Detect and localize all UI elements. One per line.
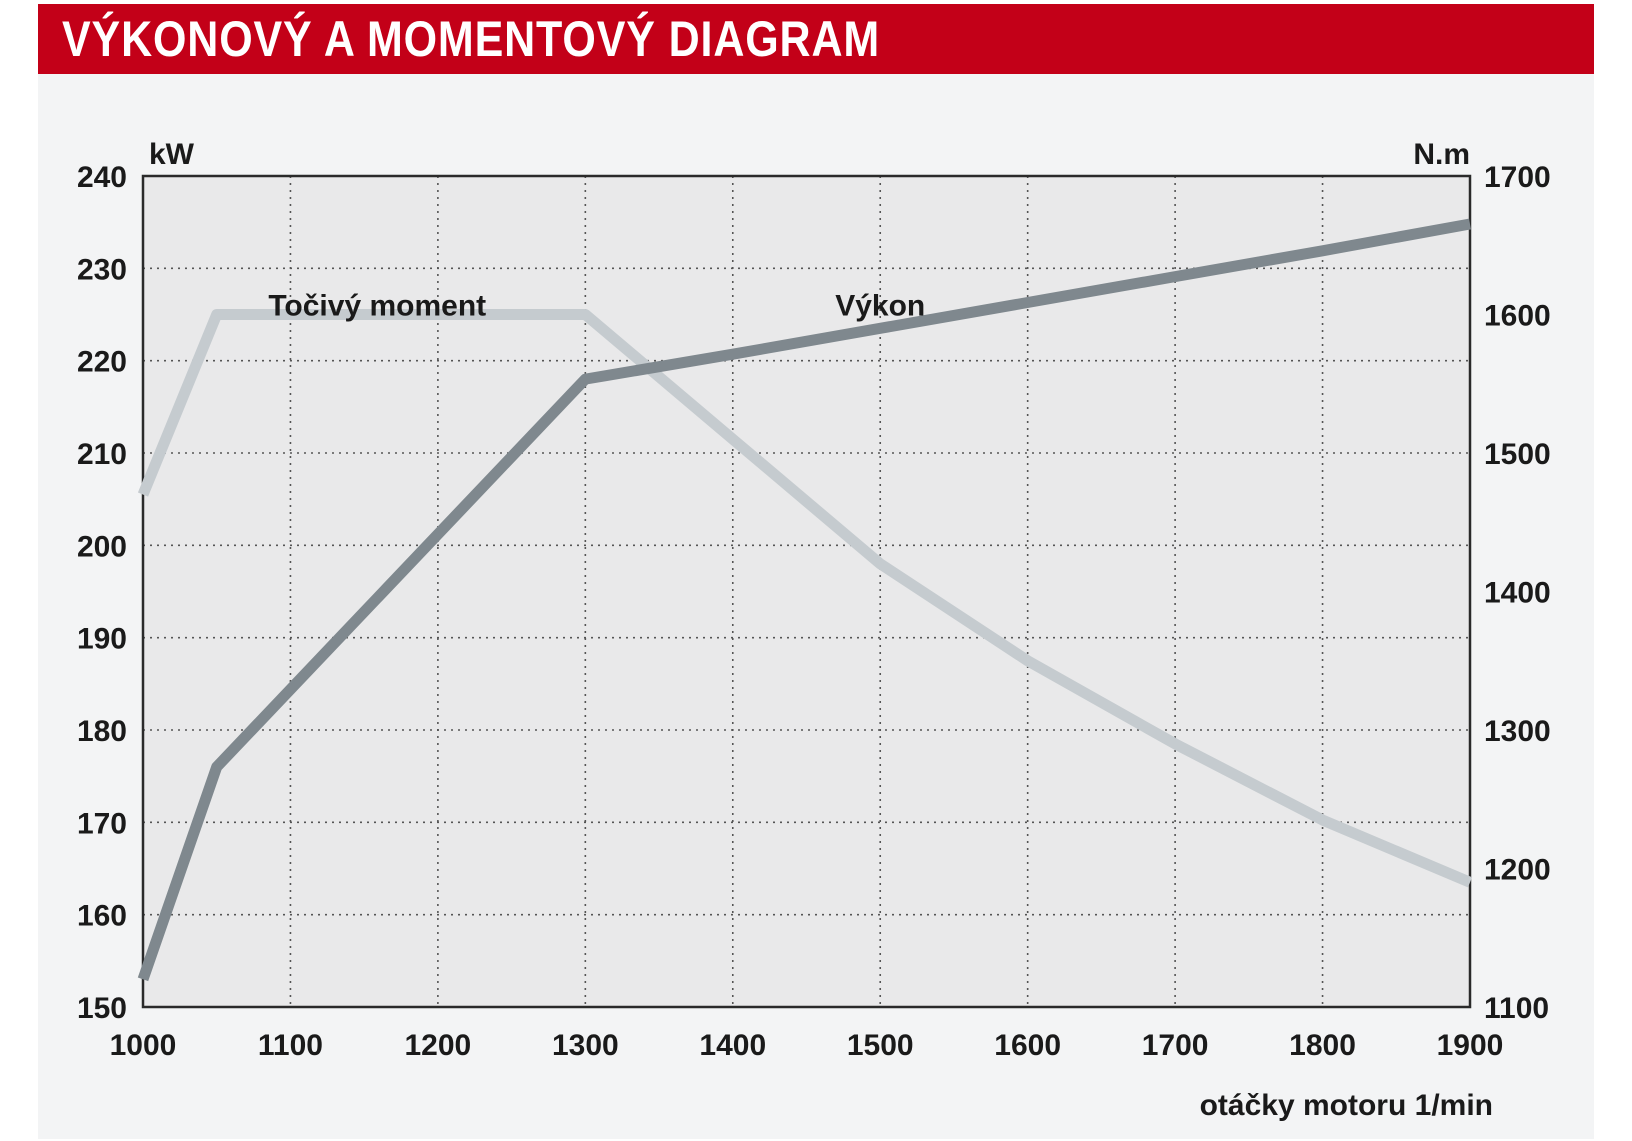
- y-right-tick-label: 1600: [1484, 300, 1551, 333]
- y-right-tick-label: 1100: [1484, 992, 1549, 1025]
- x-tick-label: 1100: [258, 1029, 323, 1062]
- x-tick-label: 1200: [405, 1029, 472, 1062]
- x-tick-label: 1400: [699, 1029, 766, 1062]
- x-axis-label: otáčky motoru 1/min: [1200, 1089, 1493, 1122]
- x-tick-label: 1800: [1289, 1029, 1356, 1062]
- y-left-tick-label: 170: [77, 807, 127, 840]
- y-left-tick-label: 200: [77, 530, 127, 563]
- y-left-tick-label: 230: [77, 253, 127, 286]
- series-line-power: [137, 218, 1471, 982]
- plot-frame: [141, 174, 1472, 1009]
- y-left-tick-label: 240: [77, 161, 127, 194]
- x-tick-label: 1600: [994, 1029, 1061, 1062]
- y-right-tick-label: 1200: [1484, 854, 1551, 887]
- title-bar: VÝKONOVÝ A MOMENTOVÝ DIAGRAM: [38, 4, 1594, 74]
- y-right-tick-label: 1400: [1484, 577, 1551, 610]
- y-left-axis-label: kW: [149, 138, 195, 171]
- y-left-tick-label: 210: [77, 438, 127, 471]
- chart-title: VÝKONOVÝ A MOMENTOVÝ DIAGRAM: [62, 11, 881, 67]
- x-tick-label: 1300: [552, 1029, 619, 1062]
- y-right-tick-label: 1300: [1484, 715, 1551, 748]
- y-right-tick-label: 1700: [1484, 161, 1551, 194]
- y-left-tick-label: 180: [77, 715, 127, 748]
- x-tick-label: 1900: [1437, 1029, 1504, 1062]
- y-left-tick-label: 150: [77, 992, 127, 1025]
- y-right-axis-label: N.m: [1413, 138, 1470, 171]
- x-tick-label: 1500: [847, 1029, 914, 1062]
- x-tick-label: 1000: [110, 1029, 177, 1062]
- torque-annotation: Točivý moment: [268, 289, 486, 322]
- x-tick-label: 1700: [1142, 1029, 1209, 1062]
- y-left-tick-label: 220: [77, 346, 127, 379]
- y-left-tick-label: 190: [77, 623, 127, 656]
- y-left-tick-label: 160: [77, 900, 127, 933]
- y-right-tick-label: 1500: [1484, 438, 1551, 471]
- power-annotation: Výkon: [835, 289, 925, 322]
- series-line-torque: [137, 309, 1473, 888]
